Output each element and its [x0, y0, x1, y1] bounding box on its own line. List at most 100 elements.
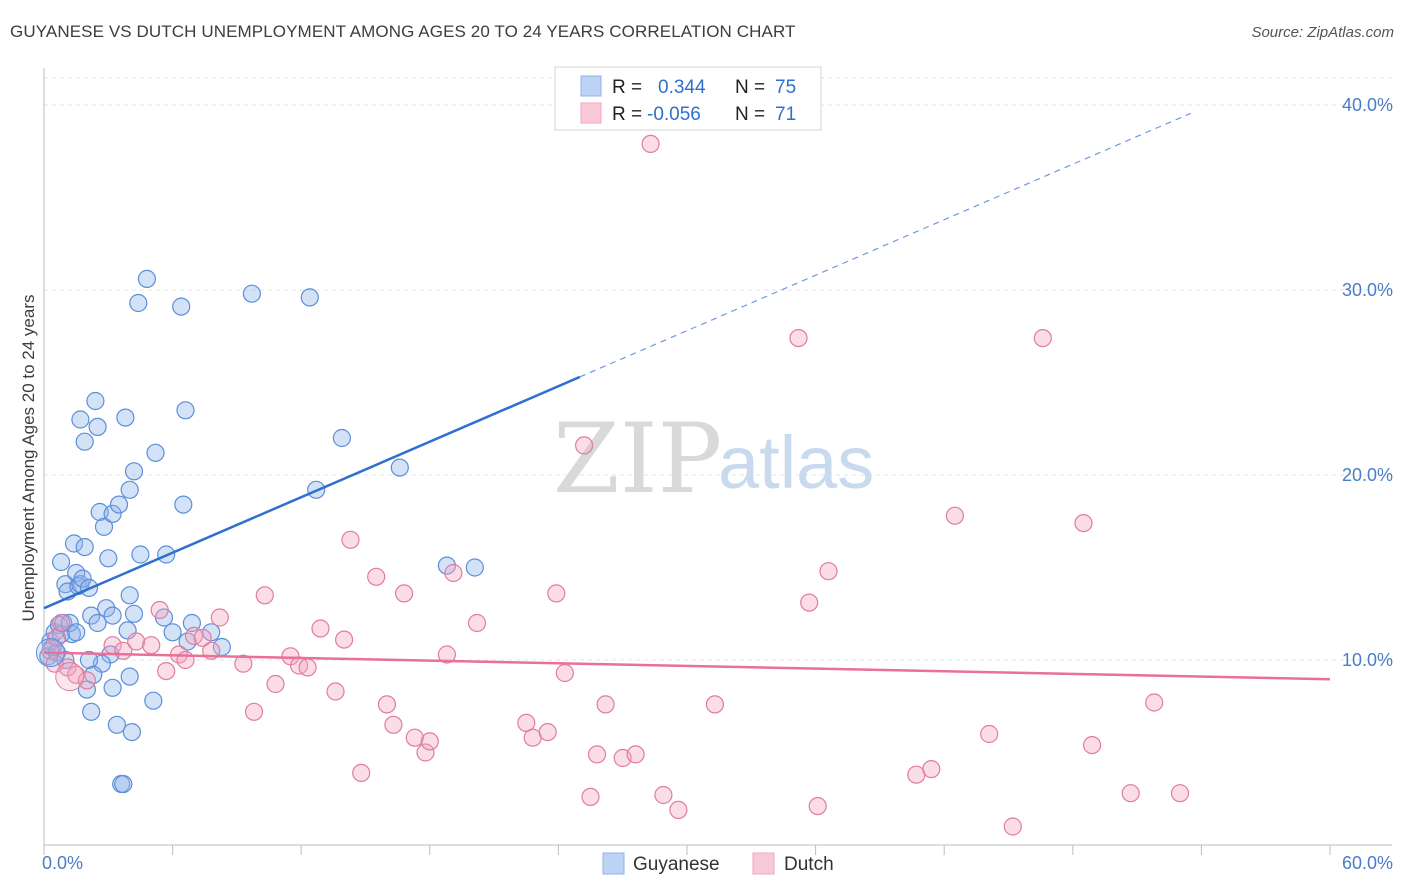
dutch-point — [55, 662, 85, 692]
guyanese-point — [174, 495, 193, 514]
dutch-point — [234, 654, 253, 673]
dutch-point — [437, 645, 456, 664]
dutch-point — [1082, 735, 1102, 755]
dutch-point — [405, 728, 424, 747]
dutch-point — [335, 630, 354, 649]
guyanese-point — [129, 293, 148, 313]
watermark: ZIP atlas — [553, 403, 874, 515]
dutch-point — [538, 722, 557, 742]
dutch-point — [945, 506, 965, 525]
data-points — [35, 134, 1190, 836]
dutch-point — [574, 436, 594, 455]
guyanese-point — [97, 599, 116, 618]
dutch-point — [641, 134, 660, 153]
dutch-point — [77, 671, 97, 690]
guyanese-point — [103, 504, 122, 524]
legend-label-guyanese: Guyanese — [633, 854, 720, 875]
legend-swatch-dutch — [580, 102, 602, 124]
dutch-point — [142, 636, 161, 655]
dutch-point — [150, 600, 169, 620]
guyanese-point — [465, 558, 484, 577]
dutch-point — [444, 563, 463, 583]
guyanese-trend-line — [43, 375, 581, 610]
dutch-point — [352, 763, 371, 783]
legend-n-label-2: N = — [735, 104, 765, 125]
dutch-point — [193, 628, 212, 647]
guyanese-point — [300, 288, 319, 307]
guyanese-point — [88, 417, 107, 436]
guyanese-point — [99, 549, 118, 568]
dutch-point — [266, 674, 285, 694]
dutch-point — [626, 745, 645, 764]
legend-r-value-2: -0.056 — [647, 104, 701, 125]
guyanese-point — [120, 480, 139, 499]
dutch-point — [1074, 513, 1093, 533]
guyanese-point — [120, 586, 139, 605]
guyanese-point — [137, 269, 156, 288]
guyanese-point — [51, 552, 71, 572]
y-axis-label: Unemployment Among Ages 20 to 24 years — [19, 295, 38, 622]
guyanese-point — [88, 613, 107, 633]
dutch-point — [1003, 817, 1022, 836]
guyanese-point — [75, 432, 94, 451]
dutch-point — [255, 586, 274, 605]
dutch-point — [157, 661, 176, 681]
dutch-point — [1145, 693, 1164, 712]
dutch-point — [1170, 784, 1190, 803]
legend-r-label-1: R = — [612, 77, 642, 98]
guyanese-point — [64, 534, 84, 553]
y-tick-label: 40.0% — [1342, 95, 1393, 115]
dutch-point — [326, 682, 345, 701]
guyanese-point — [56, 650, 75, 670]
guyanese-point — [94, 517, 114, 536]
dutch-point — [1033, 329, 1052, 348]
y-tick-label: 20.0% — [1342, 465, 1393, 485]
dutch-point — [467, 613, 487, 633]
dutch-point — [808, 796, 827, 816]
guyanese-point — [67, 623, 86, 642]
guyanese-point — [124, 462, 144, 481]
dutch-point — [922, 759, 941, 779]
dutch-point — [819, 562, 838, 581]
y-tick-label: 30.0% — [1342, 280, 1393, 300]
legend-n-value-1: 75 — [775, 77, 796, 98]
dutch-point — [596, 695, 615, 714]
dutch-point — [51, 613, 71, 633]
dutch-point — [367, 567, 386, 586]
dutch-point — [587, 745, 607, 764]
guyanese-point — [146, 443, 165, 462]
guyanese-point — [124, 604, 144, 623]
guyanese-point — [82, 702, 101, 721]
guyanese-point — [114, 774, 133, 794]
guyanese-point — [163, 623, 182, 642]
dutch-point — [395, 584, 414, 603]
watermark-zip: ZIP — [553, 403, 722, 515]
dutch-point — [654, 785, 673, 805]
legend-n-label-1: N = — [735, 77, 765, 98]
guyanese-point — [71, 410, 90, 429]
dutch-point — [176, 650, 195, 670]
dutch-point — [669, 800, 688, 820]
guyanese-point — [86, 391, 105, 411]
legend-r-value-1: 0.344 — [658, 77, 706, 98]
dutch-point — [1121, 784, 1140, 803]
dutch-point — [210, 608, 229, 627]
guyanese-point — [242, 284, 261, 303]
legend-swatch-bottom-dutch — [752, 852, 775, 875]
dutch-point — [980, 724, 999, 744]
dutch-point — [311, 619, 330, 638]
dutch-point — [341, 530, 360, 549]
x-tick-label: 60.0% — [1342, 853, 1393, 873]
guyanese-point — [390, 458, 409, 477]
dutch-point — [705, 695, 725, 714]
chart-title: GUYANESE VS DUTCH UNEMPLOYMENT AMONG AGE… — [10, 22, 796, 41]
guyanese-point — [109, 495, 129, 514]
guyanese-point — [131, 545, 150, 564]
legend-swatch-guyanese — [580, 75, 602, 97]
source-label: Source: ZipAtlas.com — [1251, 24, 1394, 41]
legend-label-dutch: Dutch — [784, 854, 834, 875]
dutch-point — [377, 695, 396, 714]
dutch-point — [547, 584, 566, 603]
guyanese-point — [107, 715, 127, 734]
